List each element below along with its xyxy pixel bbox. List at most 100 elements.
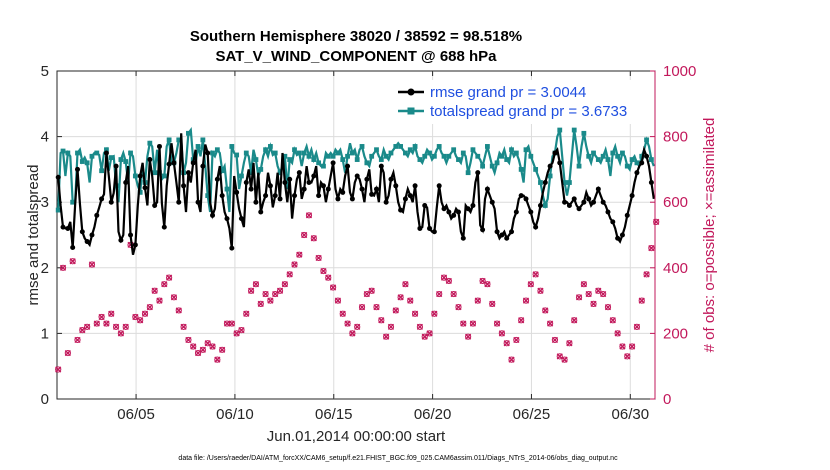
rmse-point [562, 199, 568, 205]
obs-possible-point [262, 290, 269, 298]
obs-possible-point [74, 336, 81, 344]
obs-assimilated-point [633, 323, 641, 330]
obs-possible-point [561, 356, 568, 363]
obs-assimilated-point [363, 290, 370, 298]
obs-assimilated-point [595, 287, 602, 294]
rmse-point [542, 180, 548, 186]
obs-assimilated-point [513, 336, 520, 344]
obs-possible-point [431, 310, 438, 317]
totalspread-point [84, 160, 90, 166]
totalspread-point [108, 155, 114, 160]
obs-assimilated-point [460, 320, 467, 327]
rmse-point [219, 193, 225, 199]
obs-possible-point [170, 294, 178, 301]
obs-assimilated-point [440, 274, 448, 281]
totalspread-point [446, 153, 452, 159]
totalspread-point [595, 157, 601, 162]
obs-possible-point [248, 287, 255, 294]
totalspread-point [523, 147, 529, 153]
rmse-point [345, 163, 351, 169]
obs-possible-point [69, 258, 76, 265]
obs-assimilated-point [320, 267, 327, 275]
plot-area [56, 70, 656, 400]
y2-tick-label: 200 [663, 325, 688, 342]
obs-possible-point [595, 287, 602, 294]
rmse-point [634, 170, 640, 176]
totalspread-point [79, 159, 85, 164]
obs-assimilated-point [571, 317, 578, 324]
rmse-point [253, 199, 259, 205]
obs-assimilated-point [291, 261, 298, 268]
y-tick-label: 4 [41, 129, 49, 146]
totalspread-point [499, 153, 505, 159]
obs-possible-point [648, 245, 655, 252]
rmse-point [383, 199, 389, 205]
obs-possible-point [363, 290, 370, 298]
obs-assimilated-point [489, 300, 496, 307]
obs-possible-point [547, 320, 554, 327]
totalspread-point [383, 153, 389, 159]
y2-tick-label: 0 [663, 391, 671, 408]
legend-label-totalspread: totalspread grand pr = 3.6733 [430, 103, 627, 120]
obs-assimilated-point [170, 294, 178, 301]
chart-title-line2: SAT_V_WIND_COMPONENT @ 688 hPa [215, 48, 497, 65]
obs-assimilated-point [604, 304, 612, 311]
totalspread-point [456, 157, 461, 162]
rmse-point [422, 202, 428, 208]
legend-marker-totalspread [407, 107, 415, 115]
obs-possible-point [397, 294, 404, 301]
totalspread-point [301, 150, 307, 156]
obs-assimilated-point [508, 356, 515, 363]
obs-assimilated-point [600, 290, 607, 298]
totalspread-point [272, 150, 278, 156]
totalspread-point [542, 203, 548, 208]
totalspread-point [518, 167, 524, 172]
rmse-point [504, 235, 510, 241]
rmse-point [349, 196, 355, 202]
totalspread-point [629, 157, 635, 162]
rmse-point [195, 199, 201, 205]
obs-assimilated-point [653, 218, 660, 225]
rmse-point [455, 209, 461, 215]
totalspread-point [248, 170, 254, 176]
obs-assimilated-point [315, 254, 322, 262]
obs-possible-point [402, 281, 409, 288]
totalspread-point [648, 157, 654, 162]
rmse-point [489, 199, 495, 205]
rmse-point [287, 176, 293, 182]
obs-assimilated-point [223, 320, 231, 327]
obs-assimilated-point [88, 261, 96, 268]
obs-assimilated-point [648, 245, 655, 252]
obs-assimilated-point [556, 353, 563, 360]
rmse-point [108, 199, 114, 205]
rmse-point [152, 202, 158, 208]
rmse-point [509, 229, 515, 235]
obs-possible-point [161, 281, 168, 288]
obs-assimilated-point [383, 333, 390, 340]
rmse-point [123, 180, 129, 186]
obs-possible-point [653, 218, 660, 225]
totalspread-point [615, 153, 621, 159]
obs-possible-point [489, 300, 496, 307]
rmse-point [639, 160, 645, 166]
obs-possible-point [84, 323, 91, 330]
obs-assimilated-point [339, 310, 346, 317]
obs-possible-point [305, 212, 313, 219]
totalspread-point [287, 157, 293, 162]
rmse-point [166, 161, 172, 167]
totalspread-point [586, 153, 592, 159]
rmse-point [142, 185, 148, 191]
obs-possible-point [204, 340, 211, 347]
obs-possible-point [368, 287, 375, 294]
obs-assimilated-point [190, 343, 197, 350]
obs-assimilated-point [609, 317, 616, 324]
obs-possible-point [301, 231, 308, 239]
obs-assimilated-point [55, 366, 62, 373]
y-tick-label: 5 [41, 63, 49, 80]
obs-assimilated-point [349, 330, 356, 337]
totalspread-point [267, 144, 273, 149]
totalspread-point [460, 150, 466, 156]
obs-possible-point [180, 323, 187, 330]
totalspread-point [89, 153, 95, 159]
